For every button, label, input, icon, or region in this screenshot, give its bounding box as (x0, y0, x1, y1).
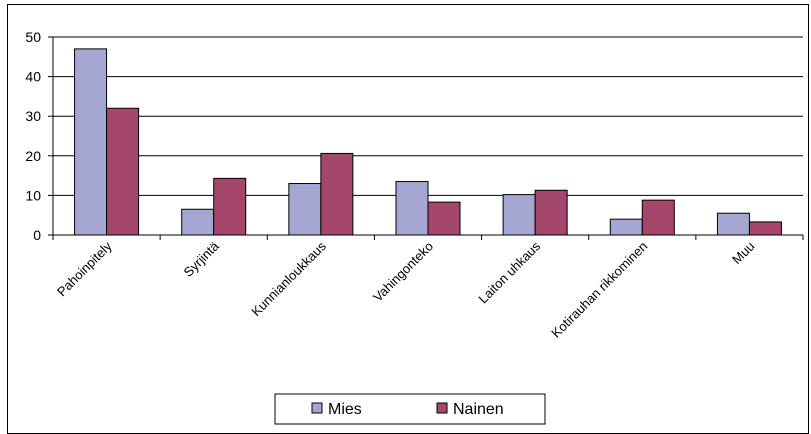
y-tick-label: 0 (33, 227, 41, 243)
x-tick-label: Laiton uhkaus (475, 238, 543, 306)
bar-nainen-5 (641, 199, 675, 236)
x-tick-label: Kunnianloukkaus (248, 238, 329, 319)
y-tick-label: 20 (25, 148, 41, 164)
legend-label-nainen: Nainen (453, 401, 504, 418)
bar-mies-0 (74, 48, 108, 236)
gridlines (48, 36, 804, 240)
legend-label-mies: Mies (328, 401, 362, 418)
bar-mies-4 (502, 194, 536, 236)
y-axis-tick-labels: 0 10 20 30 40 50 (25, 29, 41, 243)
bars (74, 48, 782, 236)
bar-nainen-4 (534, 189, 568, 236)
x-tick-label: Kotirauhan rikkominen (548, 239, 650, 341)
x-tick-label: Pahoinpitely (54, 238, 115, 299)
y-tick-label: 40 (25, 69, 41, 85)
bar-mies-2 (288, 183, 322, 236)
bar-nainen-6 (748, 221, 782, 236)
bar-nainen-1 (213, 177, 247, 236)
legend-swatch-mies (311, 402, 323, 414)
y-tick-label: 30 (25, 108, 41, 124)
bar-mies-1 (181, 208, 215, 236)
bar-nainen-0 (106, 107, 140, 236)
x-tick-label: Vahingonteko (370, 239, 436, 305)
x-tick-label: Syrjintä (181, 238, 223, 280)
y-tick-label: 10 (25, 187, 41, 203)
bar-nainen-2 (320, 152, 354, 236)
legend-swatch-nainen (436, 402, 448, 414)
axes (52, 37, 803, 236)
bar-mies-5 (609, 218, 643, 236)
bar-chart: 0 10 20 30 40 50 Pahoinpitely Syrjintä Kunnianl… (25, 29, 804, 425)
y-tick-label: 50 (25, 29, 41, 45)
x-tick-label: Muu (729, 239, 757, 267)
bar-nainen-3 (427, 201, 461, 236)
bar-mies-3 (395, 181, 429, 236)
chart-frame: 0 10 20 30 40 50 Pahoinpitely Syrjintä Kunnianl… (7, 4, 809, 434)
bar-mies-6 (716, 212, 750, 236)
x-axis-tick-labels: Pahoinpitely Syrjintä Kunnianloukkaus Vahin… (54, 238, 758, 341)
legend: Mies Nainen (274, 393, 546, 425)
